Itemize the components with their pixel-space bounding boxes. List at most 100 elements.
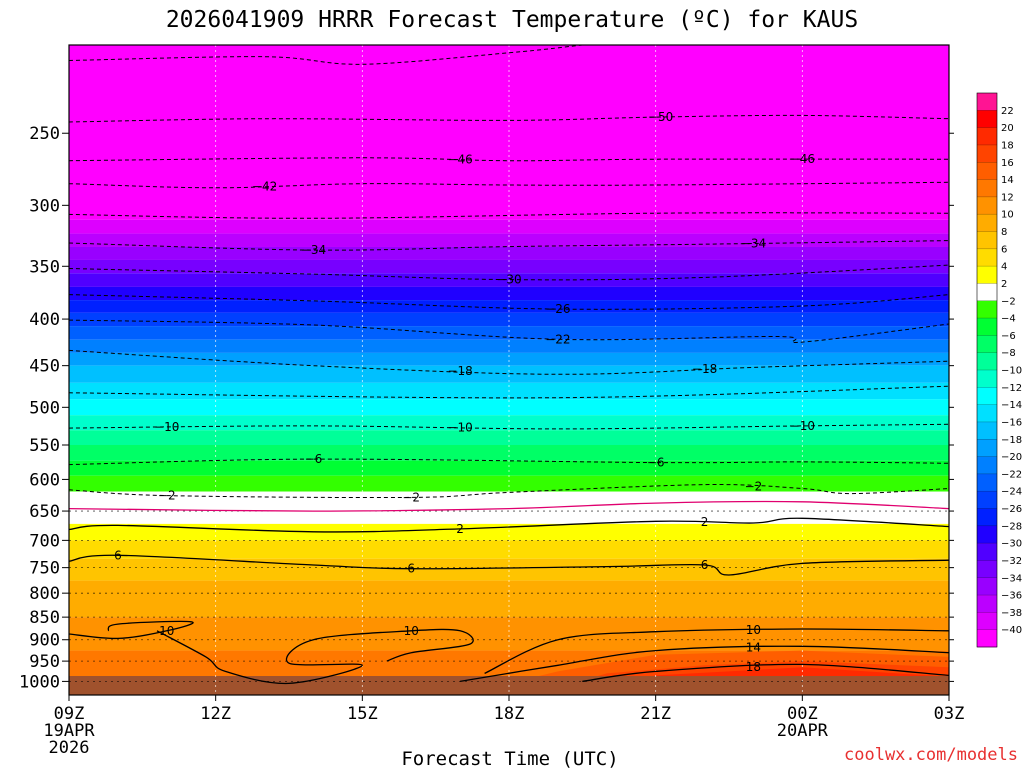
y-tick-label: 950 xyxy=(29,652,60,672)
credit-text[interactable]: coolwx.com/models xyxy=(844,745,1018,765)
colorbar-swatch xyxy=(977,612,997,630)
plot-grid xyxy=(69,45,949,695)
temp-band-15 xyxy=(69,430,949,446)
colorbar-swatch xyxy=(977,491,997,509)
y-tick-label: 700 xyxy=(29,531,60,551)
contour--14 xyxy=(69,385,949,399)
colorbar-swatch xyxy=(977,508,997,527)
pressure-axis: 250 300 350 400 450 500 550 600 650 700 750 800 850 9… xyxy=(19,124,954,692)
temp-band-19 xyxy=(69,365,949,383)
x-tick-label: 18Z xyxy=(494,704,525,724)
colorbar-label: −12 xyxy=(1001,383,1022,394)
colorbar-swatch xyxy=(977,127,997,146)
colorbar-swatch xyxy=(977,266,997,284)
colorbar-label: 6 xyxy=(1001,244,1007,255)
contour-label: 10 xyxy=(404,624,419,638)
y-tick-label: 400 xyxy=(29,310,60,330)
colorbar-label: −30 xyxy=(1001,539,1022,550)
contour-label: −6 xyxy=(647,456,665,470)
contour--6 xyxy=(69,458,949,466)
colorbar-label: 14 xyxy=(1001,175,1014,186)
contour-label: −46 xyxy=(447,153,472,167)
colorbar-swatch xyxy=(977,248,997,267)
contour-label: 2 xyxy=(701,515,709,529)
colorbar-swatch xyxy=(977,421,997,440)
contour-18 xyxy=(582,663,949,683)
colorbar-label: −20 xyxy=(1001,452,1022,463)
x-tick-label: 21Z xyxy=(640,704,671,724)
colorbar-swatch xyxy=(977,335,997,353)
contour-label: −46 xyxy=(790,152,815,166)
contour-label: 18 xyxy=(746,660,761,674)
temp-band-13 xyxy=(69,460,949,476)
contour-label: −10 xyxy=(154,420,179,434)
colorbar-swatch xyxy=(977,456,997,475)
y-tick-label: 450 xyxy=(29,357,60,377)
colorbar-swatch xyxy=(977,196,997,215)
temp-band-25 xyxy=(69,286,949,301)
temp-band-16 xyxy=(69,415,949,431)
contour-10 xyxy=(484,628,949,674)
colorbar-label: 2 xyxy=(1001,279,1007,290)
colorbar-label: −18 xyxy=(1001,435,1022,446)
colorbar-label: 10 xyxy=(1001,210,1014,221)
temp-band-6 xyxy=(69,617,949,651)
colorbar-swatch xyxy=(977,525,997,544)
temp-band-22 xyxy=(69,326,949,340)
contour--30 xyxy=(69,264,949,281)
colorbar-label: −40 xyxy=(1001,625,1022,636)
contour--50 xyxy=(69,114,949,123)
contour--46 xyxy=(69,157,949,162)
colorbar-swatch xyxy=(977,231,997,250)
y-tick-label: 250 xyxy=(29,124,60,144)
contour-label: −34 xyxy=(741,236,766,250)
y-tick-label: 750 xyxy=(29,559,60,579)
colorbar-label: 22 xyxy=(1001,106,1014,117)
colorbar-swatch xyxy=(977,214,997,232)
y-tick-label: 300 xyxy=(29,196,60,216)
colorbar-swatch xyxy=(977,162,997,180)
y-tick-label: 1000 xyxy=(19,672,60,692)
colorbar-label: −28 xyxy=(1001,521,1022,532)
contour--2 xyxy=(69,484,949,499)
colorbar-label: −26 xyxy=(1001,504,1022,515)
contour-label: 6 xyxy=(701,558,709,572)
y-tick-label: 650 xyxy=(29,502,60,522)
colorbar-label: 8 xyxy=(1001,227,1007,238)
colorbar-label: −2 xyxy=(1001,296,1016,307)
contour-label: −10 xyxy=(447,421,472,435)
y-tick-label: 350 xyxy=(29,257,60,277)
y-tick-label: 800 xyxy=(29,584,60,604)
colorbar-swatch xyxy=(977,110,997,128)
contour-14 xyxy=(459,645,949,683)
contour-label: −18 xyxy=(447,364,472,378)
contour-label: −2 xyxy=(158,489,176,503)
x-tick-label: 09Z 19APR 2026 xyxy=(43,704,95,758)
colorbar-label: −4 xyxy=(1001,314,1016,325)
contour-label: 10 xyxy=(746,623,761,637)
colorbar-swatch xyxy=(977,543,997,561)
temp-band-23 xyxy=(69,312,949,327)
contour-lines: −50−46 −46−42−34 −34−30−26−22−18 −18−10 −10−… xyxy=(69,45,949,685)
colorbar-swatch xyxy=(977,318,997,336)
temperature-fill-bands xyxy=(69,45,949,695)
contour-label: 6 xyxy=(407,562,415,576)
colorbar-label: −16 xyxy=(1001,417,1022,428)
x-tick-label: 15Z xyxy=(347,704,378,724)
temp-band-10 xyxy=(69,523,949,541)
contour-label: −2 xyxy=(745,480,763,494)
contour-label: −42 xyxy=(252,179,277,193)
contour--54 xyxy=(69,45,583,65)
colorbar-swatch xyxy=(977,473,997,492)
colorbar-swatch xyxy=(977,370,997,388)
x-tick-label: 12Z xyxy=(200,704,231,724)
colorbar-label: −36 xyxy=(1001,591,1022,602)
colorbar-swatch xyxy=(977,179,997,198)
contour-label: −50 xyxy=(648,110,673,124)
colorbar-swatch xyxy=(977,352,997,371)
contour--10 xyxy=(69,423,949,430)
colorbar-label: 4 xyxy=(1001,262,1007,273)
colorbar-swatch xyxy=(977,629,997,648)
contour-label: −26 xyxy=(545,302,570,316)
